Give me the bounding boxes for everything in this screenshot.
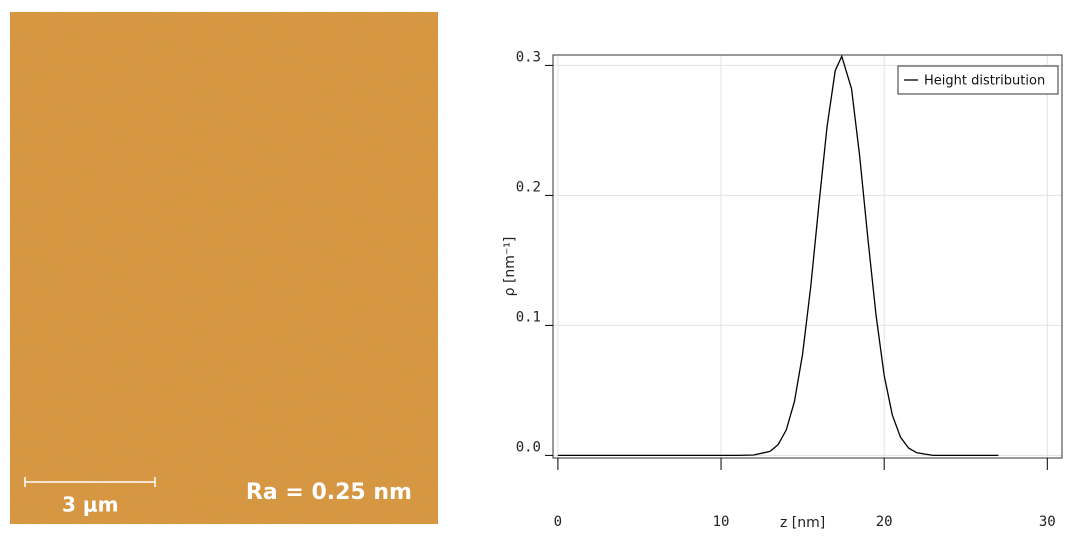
afm-image: 3 μm Ra = 0.25 nm	[10, 12, 438, 524]
x-tick-label: 10	[713, 514, 730, 530]
legend-label: Height distribution	[924, 74, 1045, 89]
y-tick-label: 0.1	[516, 309, 541, 325]
y-tick-label: 0.0	[516, 439, 541, 455]
y-tick-label: 0.2	[516, 179, 541, 195]
x-axis-label: z [nm]	[780, 515, 825, 531]
plot: 0 10 20 30 0.0 0.1 0.2 0.3 z [nm] ρ [nm⁻¹] Height …	[502, 49, 1063, 531]
scale-bar-label: 3 μm	[62, 493, 118, 517]
y-tick-label: 0.3	[516, 49, 541, 65]
x-tick-label: 20	[876, 514, 893, 530]
data-line	[557, 54, 999, 457]
x-tick-label: 30	[1039, 514, 1056, 530]
roughness-label: Ra = 0.25 nm	[246, 480, 412, 505]
plot-frame	[552, 54, 1063, 459]
image-texture	[10, 12, 438, 524]
x-tick-label: 0	[554, 514, 562, 530]
y-axis-label: ρ [nm⁻¹]	[502, 237, 518, 297]
legend-box	[897, 65, 1059, 95]
